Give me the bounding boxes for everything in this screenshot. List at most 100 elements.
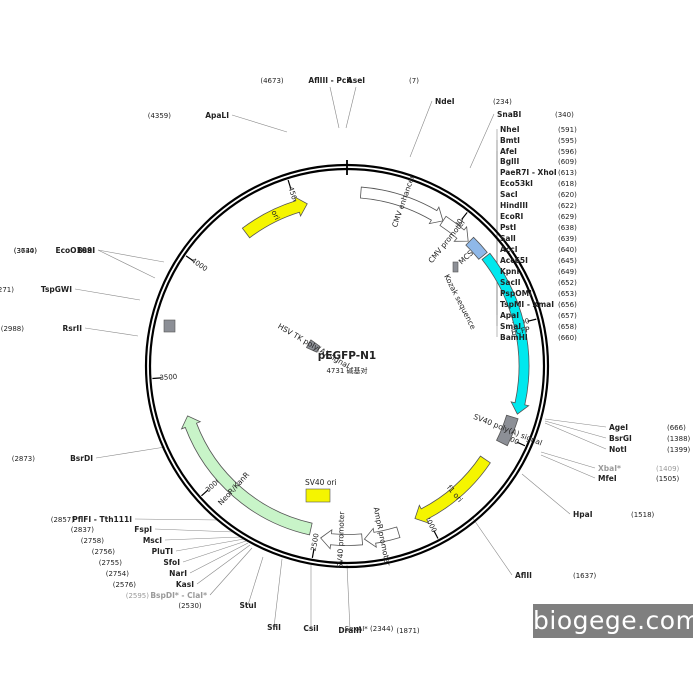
site-afliii-pcii: AflIII - PciI (4673) <box>260 76 352 85</box>
feature-ecfp <box>481 252 530 415</box>
feature-cmv-promoter <box>439 215 469 242</box>
site-position: (2755) <box>99 559 123 567</box>
site-name: HindIII <box>500 201 528 210</box>
site-snabi: SnaBI (340) <box>497 110 574 119</box>
site-name: PspOMI <box>500 289 532 298</box>
site-leader-line <box>544 418 607 428</box>
site-position: (609) <box>558 158 577 166</box>
site-name: PaeR7I - XhoI <box>500 168 557 177</box>
tick-mark <box>527 318 537 322</box>
site-kasi: KasI (2576) <box>113 580 194 589</box>
site-csii: CsiI SexAI* (2344) <box>303 624 393 633</box>
plasmid-length: 4731 碱基对 <box>326 366 367 375</box>
site-position: (2857) <box>51 516 75 524</box>
feature-label: SV40 promoter <box>335 510 346 568</box>
site-bglii: BglII (609) <box>500 157 577 166</box>
site-name: PstI <box>500 223 516 232</box>
site-leader-line <box>540 451 596 469</box>
site-position: (2758) <box>81 537 105 545</box>
site-position: (1399) <box>667 446 691 454</box>
site-tspgwi: TspGWI (3271) <box>0 285 72 294</box>
site-position: (613) <box>558 169 577 177</box>
site-position: (652) <box>558 279 577 287</box>
site-name: BmtI <box>500 136 520 145</box>
site-position: (3630) <box>14 247 38 255</box>
feature-label: ori <box>269 209 281 222</box>
site-leader-line <box>209 547 253 596</box>
site-name: StuI <box>239 601 256 610</box>
site-position: (1388) <box>667 435 691 443</box>
feature-label: ECFP <box>510 325 531 338</box>
site-position: (2837) <box>71 526 95 534</box>
site-name: NdeI <box>435 97 455 106</box>
site-bsrgi: BsrGI (1388) <box>609 434 691 443</box>
site-labels: AseI (7) AflIII - PciI (4673) ApaLI (4359) Nde… <box>0 76 691 635</box>
site-leader-line <box>134 518 220 521</box>
tick-mark <box>201 489 209 497</box>
feature-sv40-promoter <box>320 528 364 550</box>
site-name: MscI <box>143 536 162 545</box>
site-leader-line <box>182 540 247 563</box>
site-name: AseI <box>347 76 365 85</box>
site-name: NarI <box>169 569 187 578</box>
site-name: Eco53kI <box>500 179 533 188</box>
feature-label: HSV TK poly(A) signal <box>276 322 351 371</box>
site-position: (2988) <box>1 325 25 333</box>
site-name: CsiI <box>303 624 319 633</box>
site-nhei: NheI (591) <box>500 125 577 134</box>
site-position: (234) <box>493 98 512 106</box>
site-leader-line <box>84 327 139 337</box>
site-leader-line <box>97 249 165 263</box>
site-bsai: BsaI (3630) <box>14 246 95 255</box>
site-kpni: KpnI (649) <box>500 267 577 276</box>
site-position: (2530) <box>178 602 202 610</box>
site-name: BglII <box>500 157 519 166</box>
kozak-mark <box>452 261 459 273</box>
site-position: (2595) <box>126 592 150 600</box>
site-position: (2756) <box>92 548 116 556</box>
site-acc65i: Acc65I (645) <box>500 256 577 265</box>
site-position: (4359) <box>148 112 172 120</box>
site-sfoi: SfoI (2755) <box>99 558 180 567</box>
site-apai: ApaI (657) <box>500 311 577 320</box>
site-position: (1871) <box>396 627 420 635</box>
site-leader-line <box>74 288 141 301</box>
site-position: (653) <box>558 290 577 298</box>
site-name: BamHI <box>500 333 528 342</box>
site-leader-line <box>346 564 351 631</box>
site-name: AfeI <box>500 147 517 156</box>
site-pspomi: PspOMI (653) <box>500 289 577 298</box>
site-msci: MscI (2758) <box>81 536 162 545</box>
site-leader-line <box>273 558 283 628</box>
watermark-label: biogege.com <box>533 604 700 638</box>
site-name: EcoO109I <box>55 246 95 255</box>
site-ndei: NdeI (234) <box>435 97 512 106</box>
site-leader-line <box>469 113 495 169</box>
site-position: (1505) <box>656 475 680 483</box>
site-name: KasI <box>176 580 194 589</box>
site-position: (2576) <box>113 581 137 589</box>
site-aflii: AflII (1637) <box>515 571 597 580</box>
site-name: DraIII <box>338 626 362 635</box>
site-name: HpaI <box>573 510 593 519</box>
plasmid-name: pEGFP-N1 <box>318 350 376 362</box>
site-leader-line <box>345 86 357 129</box>
site-position: (1637) <box>573 572 597 580</box>
tick-label: 4000 <box>190 257 209 274</box>
site-leader-line <box>95 446 166 459</box>
site-xbai: XbaI* (1409) <box>598 464 680 473</box>
site-name: SfiI <box>267 623 281 632</box>
site-name: SmaI <box>500 322 521 331</box>
site-psti: PstI (638) <box>500 223 577 232</box>
tick-mark <box>433 530 439 539</box>
site-rsrii: RsrII (2988) <box>1 324 82 333</box>
map-center: pEGFP-N1 4731 碱基对 <box>318 350 376 375</box>
site-name: BsrGI <box>609 434 632 443</box>
tick-mark <box>516 441 526 447</box>
site-name: BsrDI <box>70 454 93 463</box>
site-nari: NarI (2754) <box>106 569 187 578</box>
site-stui: StuI (2530) <box>178 601 256 610</box>
site-leader-line <box>409 100 433 158</box>
site-acci: AccI (640) <box>500 245 577 254</box>
